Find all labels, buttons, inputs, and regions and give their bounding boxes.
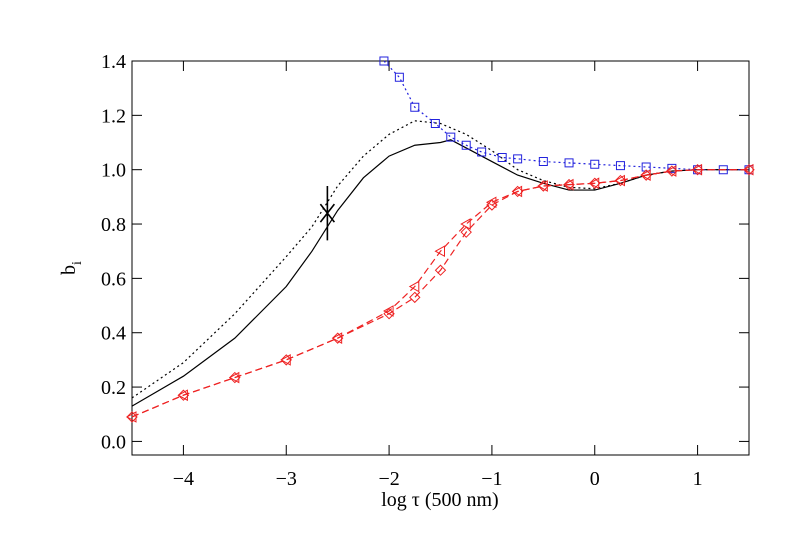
marker [331,332,344,344]
marker [461,140,471,150]
marker [590,159,600,169]
error-point [319,185,336,241]
marker [409,291,421,304]
x-axis-label: log τ (500 nm) [381,489,498,511]
marker [537,180,550,192]
marker [563,178,575,191]
y-label-main: b [58,265,80,275]
marker [589,177,601,189]
x-tick-label: 0 [590,468,600,490]
marker [410,102,420,112]
marker [691,163,704,176]
marker [126,411,138,423]
marker [486,199,498,211]
plot-frame [131,60,750,456]
marker [280,354,291,366]
y-axis-label: bi [58,261,85,275]
y-tick-label: 0.2 [101,377,126,399]
marker [177,389,188,402]
marker [742,163,754,176]
y-label-sub: i [70,261,85,265]
marker [394,72,404,82]
series-line [131,169,749,418]
marker [460,226,472,238]
marker [640,169,651,181]
series-line [383,60,749,171]
y-tick-label: 1.0 [101,160,126,182]
x-tick-label: −4 [173,468,194,490]
marker [177,389,190,401]
series-line [131,169,749,418]
y-tick-label: 1.2 [101,105,126,127]
marker [513,154,523,164]
marker [229,371,241,384]
marker [434,245,445,258]
marker [408,280,420,293]
y-tick-label: 0.0 [101,431,126,453]
y-tick-label: 0.8 [101,214,126,236]
marker [538,157,548,167]
marker [497,152,507,162]
marker [743,163,755,176]
marker [718,165,728,175]
marker [614,174,625,187]
marker [434,264,447,276]
marker [228,371,240,384]
marker [615,161,625,171]
series-line [131,120,749,399]
marker [564,158,574,168]
y-tick-label: 0.6 [101,268,126,290]
marker [430,118,440,128]
y-tick-label: 1.4 [101,51,126,73]
marker [280,354,292,366]
x-tick-label: −1 [481,468,502,490]
x-tick-label: −2 [378,468,399,490]
marker [331,332,343,345]
marker [125,411,137,423]
marker [477,147,487,157]
x-tick-label: −3 [276,468,297,490]
marker [379,56,389,66]
y-tick-label: 0.4 [101,323,126,345]
marker [666,165,678,177]
marker [640,169,652,181]
marker [563,178,574,191]
marker [460,218,471,230]
series-line [131,139,749,407]
marker [511,185,524,198]
marker [511,185,523,198]
marker [614,174,627,187]
marker [383,307,395,320]
x-tick-label: 1 [693,468,703,490]
marker [446,132,456,142]
